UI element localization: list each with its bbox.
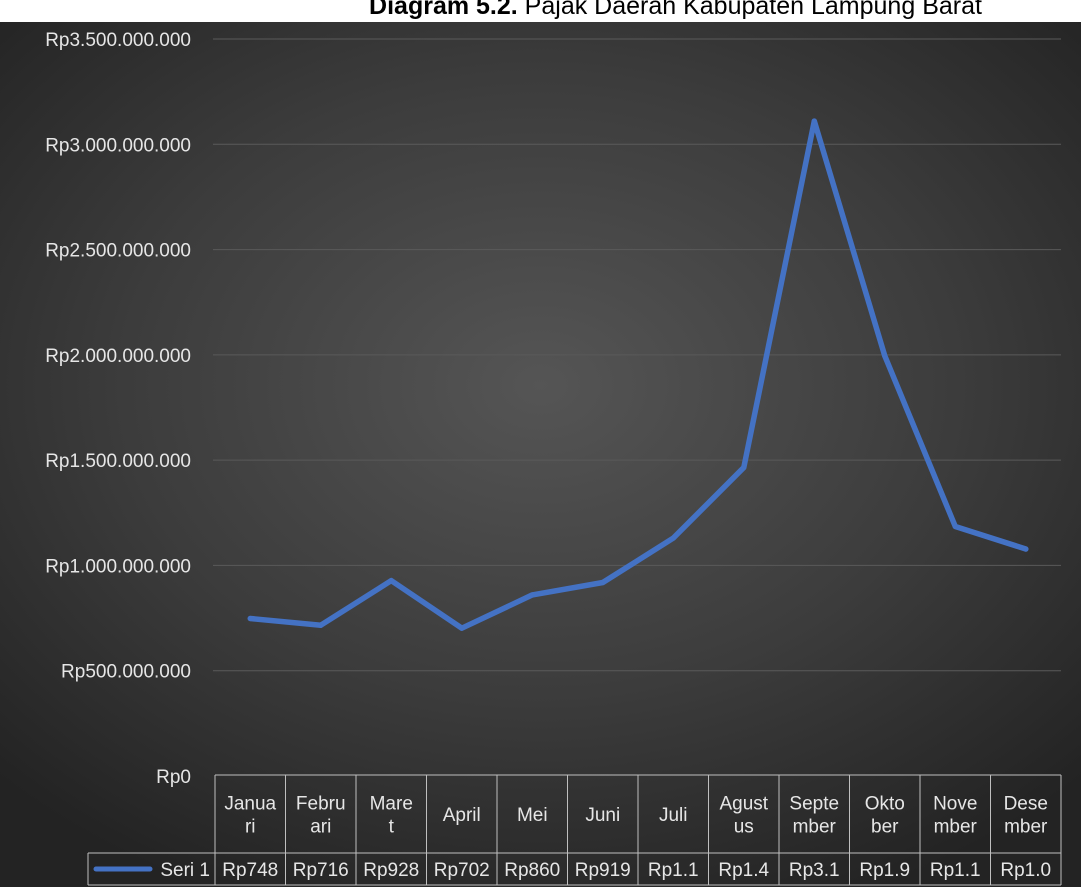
x-category-label: Juni <box>585 805 620 826</box>
data-point <box>388 577 394 584</box>
chart-title-text: Pajak Daerah Kabupaten Lampung Barat <box>517 0 982 20</box>
data-point <box>882 353 888 359</box>
data-table: Janua ri Febru ari Mare t April Mei Juni Juli Agus… <box>87 774 1062 886</box>
x-category-label: Mare t <box>370 794 413 838</box>
y-tick-label: Rp1.500.000.000 <box>45 451 191 472</box>
y-tick-label: Rp2.000.000.000 <box>45 346 191 367</box>
data-label: Rp702 <box>434 860 490 881</box>
y-tick-label: Rp1.000.000.000 <box>45 556 191 577</box>
data-label: Rp860 <box>504 860 560 881</box>
data-label: Rp716 <box>293 860 349 881</box>
data-point <box>247 615 253 622</box>
data-label: Rp748 <box>222 860 278 881</box>
y-tick-label: Rp3.500.000.000 <box>45 30 191 51</box>
data-label: Rp3.1 <box>789 860 840 881</box>
data-point <box>529 592 535 598</box>
y-tick-label: Rp500.000.000 <box>61 662 191 683</box>
x-category-label: Juli <box>659 805 688 826</box>
x-category-label: Okto ber <box>865 794 905 838</box>
data-label: Rp1.0 <box>1000 860 1051 881</box>
chart-area: Rp0 Rp500.000.000 Rp1.000.000.000 Rp1.500.0… <box>0 22 1081 887</box>
data-label: Rp928 <box>363 860 419 881</box>
data-point <box>600 579 606 586</box>
x-category-label: Agust us <box>719 794 768 838</box>
y-tick-label: Rp0 <box>156 767 191 788</box>
x-category-label: April <box>443 805 481 826</box>
line-chart: Rp0 Rp500.000.000 Rp1.000.000.000 Rp1.500.0… <box>45 30 1062 886</box>
data-point <box>318 622 324 628</box>
series-line <box>247 118 1029 631</box>
x-category-label: Septe mber <box>789 794 839 838</box>
gridlines <box>213 38 1061 672</box>
x-category-label: Febru ari <box>296 794 346 838</box>
data-label: Rp919 <box>575 860 631 881</box>
data-label: Rp1.4 <box>718 860 769 881</box>
chart-title: Diagram 5.2. Pajak Daerah Kabupaten Lamp… <box>0 0 1081 23</box>
series-line-group <box>247 118 1029 631</box>
data-point <box>1023 546 1029 552</box>
y-axis-tick-labels: Rp0 Rp500.000.000 Rp1.000.000.000 Rp1.500.0… <box>45 30 191 788</box>
legend-series-name: Seri 1 <box>160 860 210 881</box>
x-category-label: Mei <box>517 805 548 826</box>
data-point <box>670 535 676 541</box>
chart-title-number: Diagram 5.2. <box>369 0 518 20</box>
data-point <box>811 118 817 124</box>
x-category-label: Nove mber <box>933 794 977 838</box>
data-point <box>741 464 747 471</box>
y-tick-label: Rp3.000.000.000 <box>45 135 191 156</box>
data-label: Rp1.9 <box>859 860 910 881</box>
data-label: Rp1.1 <box>930 860 981 881</box>
data-point <box>952 523 958 530</box>
data-label: Rp1.1 <box>648 860 699 881</box>
x-category-label: Janua ri <box>224 794 276 838</box>
x-category-label: Dese mber <box>1004 794 1048 838</box>
y-tick-label: Rp2.500.000.000 <box>45 241 191 262</box>
data-point <box>459 625 465 631</box>
